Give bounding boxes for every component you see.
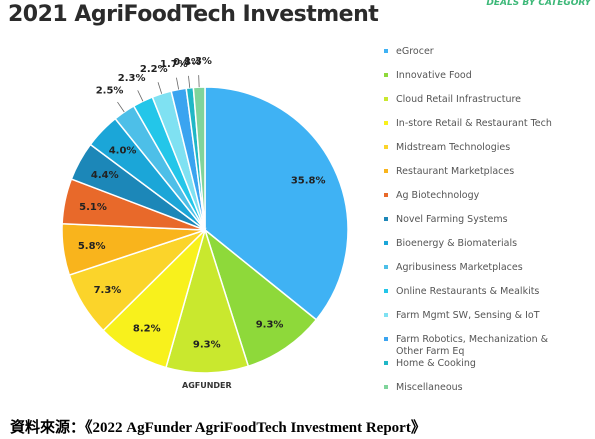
data-label: 9.3%: [193, 339, 221, 350]
legend-item: Midstream Technologies: [384, 142, 574, 154]
legend-item: In-store Retail & Restaurant Tech: [384, 118, 574, 130]
legend-item: Bioenergy & Biomaterials: [384, 238, 574, 250]
data-label: 2.2%: [140, 64, 168, 75]
chart-title: 2021 AgriFoodTech Investment: [8, 2, 379, 27]
legend-label: Midstream Technologies: [396, 142, 511, 153]
data-label: 1.7%: [160, 59, 188, 70]
legend-item: eGrocer: [384, 46, 574, 58]
data-label: 8.2%: [133, 323, 161, 334]
legend-label: Home & Cooking: [396, 358, 476, 369]
legend-item: Farm Mgmt SW, Sensing & IoT: [384, 310, 574, 322]
legend-swatch: [384, 289, 388, 293]
legend: eGrocer Innovative Food Cloud Retail Infra…: [384, 0, 584, 400]
legend-label: Novel Farming Systems: [396, 214, 508, 225]
legend-item: Online Restaurants & Mealkits: [384, 286, 574, 298]
legend-label: Bioenergy & Biomaterials: [396, 238, 518, 249]
data-label: 7.3%: [94, 285, 122, 296]
legend-item: Miscellaneous: [384, 382, 574, 394]
legend-swatch: [384, 313, 388, 317]
data-label: 4.0%: [109, 146, 137, 157]
pie-slice: [165, 227, 250, 374]
chart: 35.8% 9.3% 9.3% 8.2% 7.3% 5.8% 5.1% 4.4% 4.0% 2.5…: [61, 56, 349, 374]
legend-label: Online Restaurants & Mealkits: [396, 286, 540, 297]
data-label: 2.5%: [96, 86, 124, 97]
data-label: 5.8%: [78, 241, 106, 252]
data-label: 9.3%: [256, 319, 284, 330]
legend-item: Novel Farming Systems: [384, 214, 574, 226]
legend-swatch: [384, 265, 388, 269]
data-label: 4.4%: [91, 170, 119, 181]
legend-swatch: [384, 49, 388, 53]
legend-label: Miscellaneous: [396, 382, 463, 393]
legend-label: In-store Retail & Restaurant Tech: [396, 118, 552, 129]
legend-swatch: [384, 97, 388, 101]
leader-line: [188, 75, 191, 88]
legend-item: Innovative Food: [384, 70, 574, 82]
legend-label: Ag Biotechnology: [396, 190, 480, 201]
legend-swatch: [384, 217, 388, 221]
legend-swatch: [384, 73, 388, 77]
pie-slice: [204, 86, 349, 321]
data-label: 2.3%: [118, 73, 146, 84]
leader-line: [157, 82, 163, 94]
pie-slice: [192, 86, 206, 231]
legend-item: Ag Biotechnology: [384, 190, 574, 202]
data-label: 0.8%: [173, 57, 201, 68]
legend-swatch: [384, 241, 388, 245]
legend-item: Restaurant Marketplaces: [384, 166, 574, 178]
legend-swatch: [384, 361, 388, 365]
legend-label: Agribusiness Marketplaces: [396, 262, 523, 273]
legend-item: Farm Robotics, Mechanization & Other Far…: [384, 334, 574, 358]
data-label: 35.8%: [291, 176, 326, 187]
leader-line: [176, 77, 180, 90]
data-label: 1.3%: [184, 56, 212, 67]
legend-label: Innovative Food: [396, 70, 472, 81]
legend-label: Cloud Retail Infrastructure: [396, 94, 522, 105]
logo: AGFUNDER: [182, 381, 232, 390]
data-label: 5.1%: [79, 202, 107, 213]
legend-swatch: [384, 337, 388, 341]
legend-item: Cloud Retail Infrastructure: [384, 94, 574, 106]
source: 資料來源：《2022 AgFunder AgriFoodTech Investm…: [10, 420, 426, 436]
legend-swatch: [384, 145, 388, 149]
legend-swatch: [384, 193, 388, 197]
chart-subtitle: DEALS BY CATEGORY: [486, 0, 591, 8]
legend-label: Farm Robotics, Mechanization & Other Far…: [396, 334, 549, 357]
legend-swatch: [384, 385, 388, 389]
legend-swatch: [384, 121, 388, 125]
leader-line: [137, 90, 144, 102]
legend-swatch: [384, 169, 388, 173]
legend-label: Farm Mgmt SW, Sensing & IoT: [396, 310, 540, 321]
legend-item: Home & Cooking: [384, 358, 574, 370]
pie-slice: [203, 227, 318, 368]
legend-label: Restaurant Marketplaces: [396, 166, 515, 177]
legend-item: Agribusiness Marketplaces: [384, 262, 574, 274]
leader-line: [117, 101, 125, 113]
legend-label: eGrocer: [396, 46, 434, 57]
